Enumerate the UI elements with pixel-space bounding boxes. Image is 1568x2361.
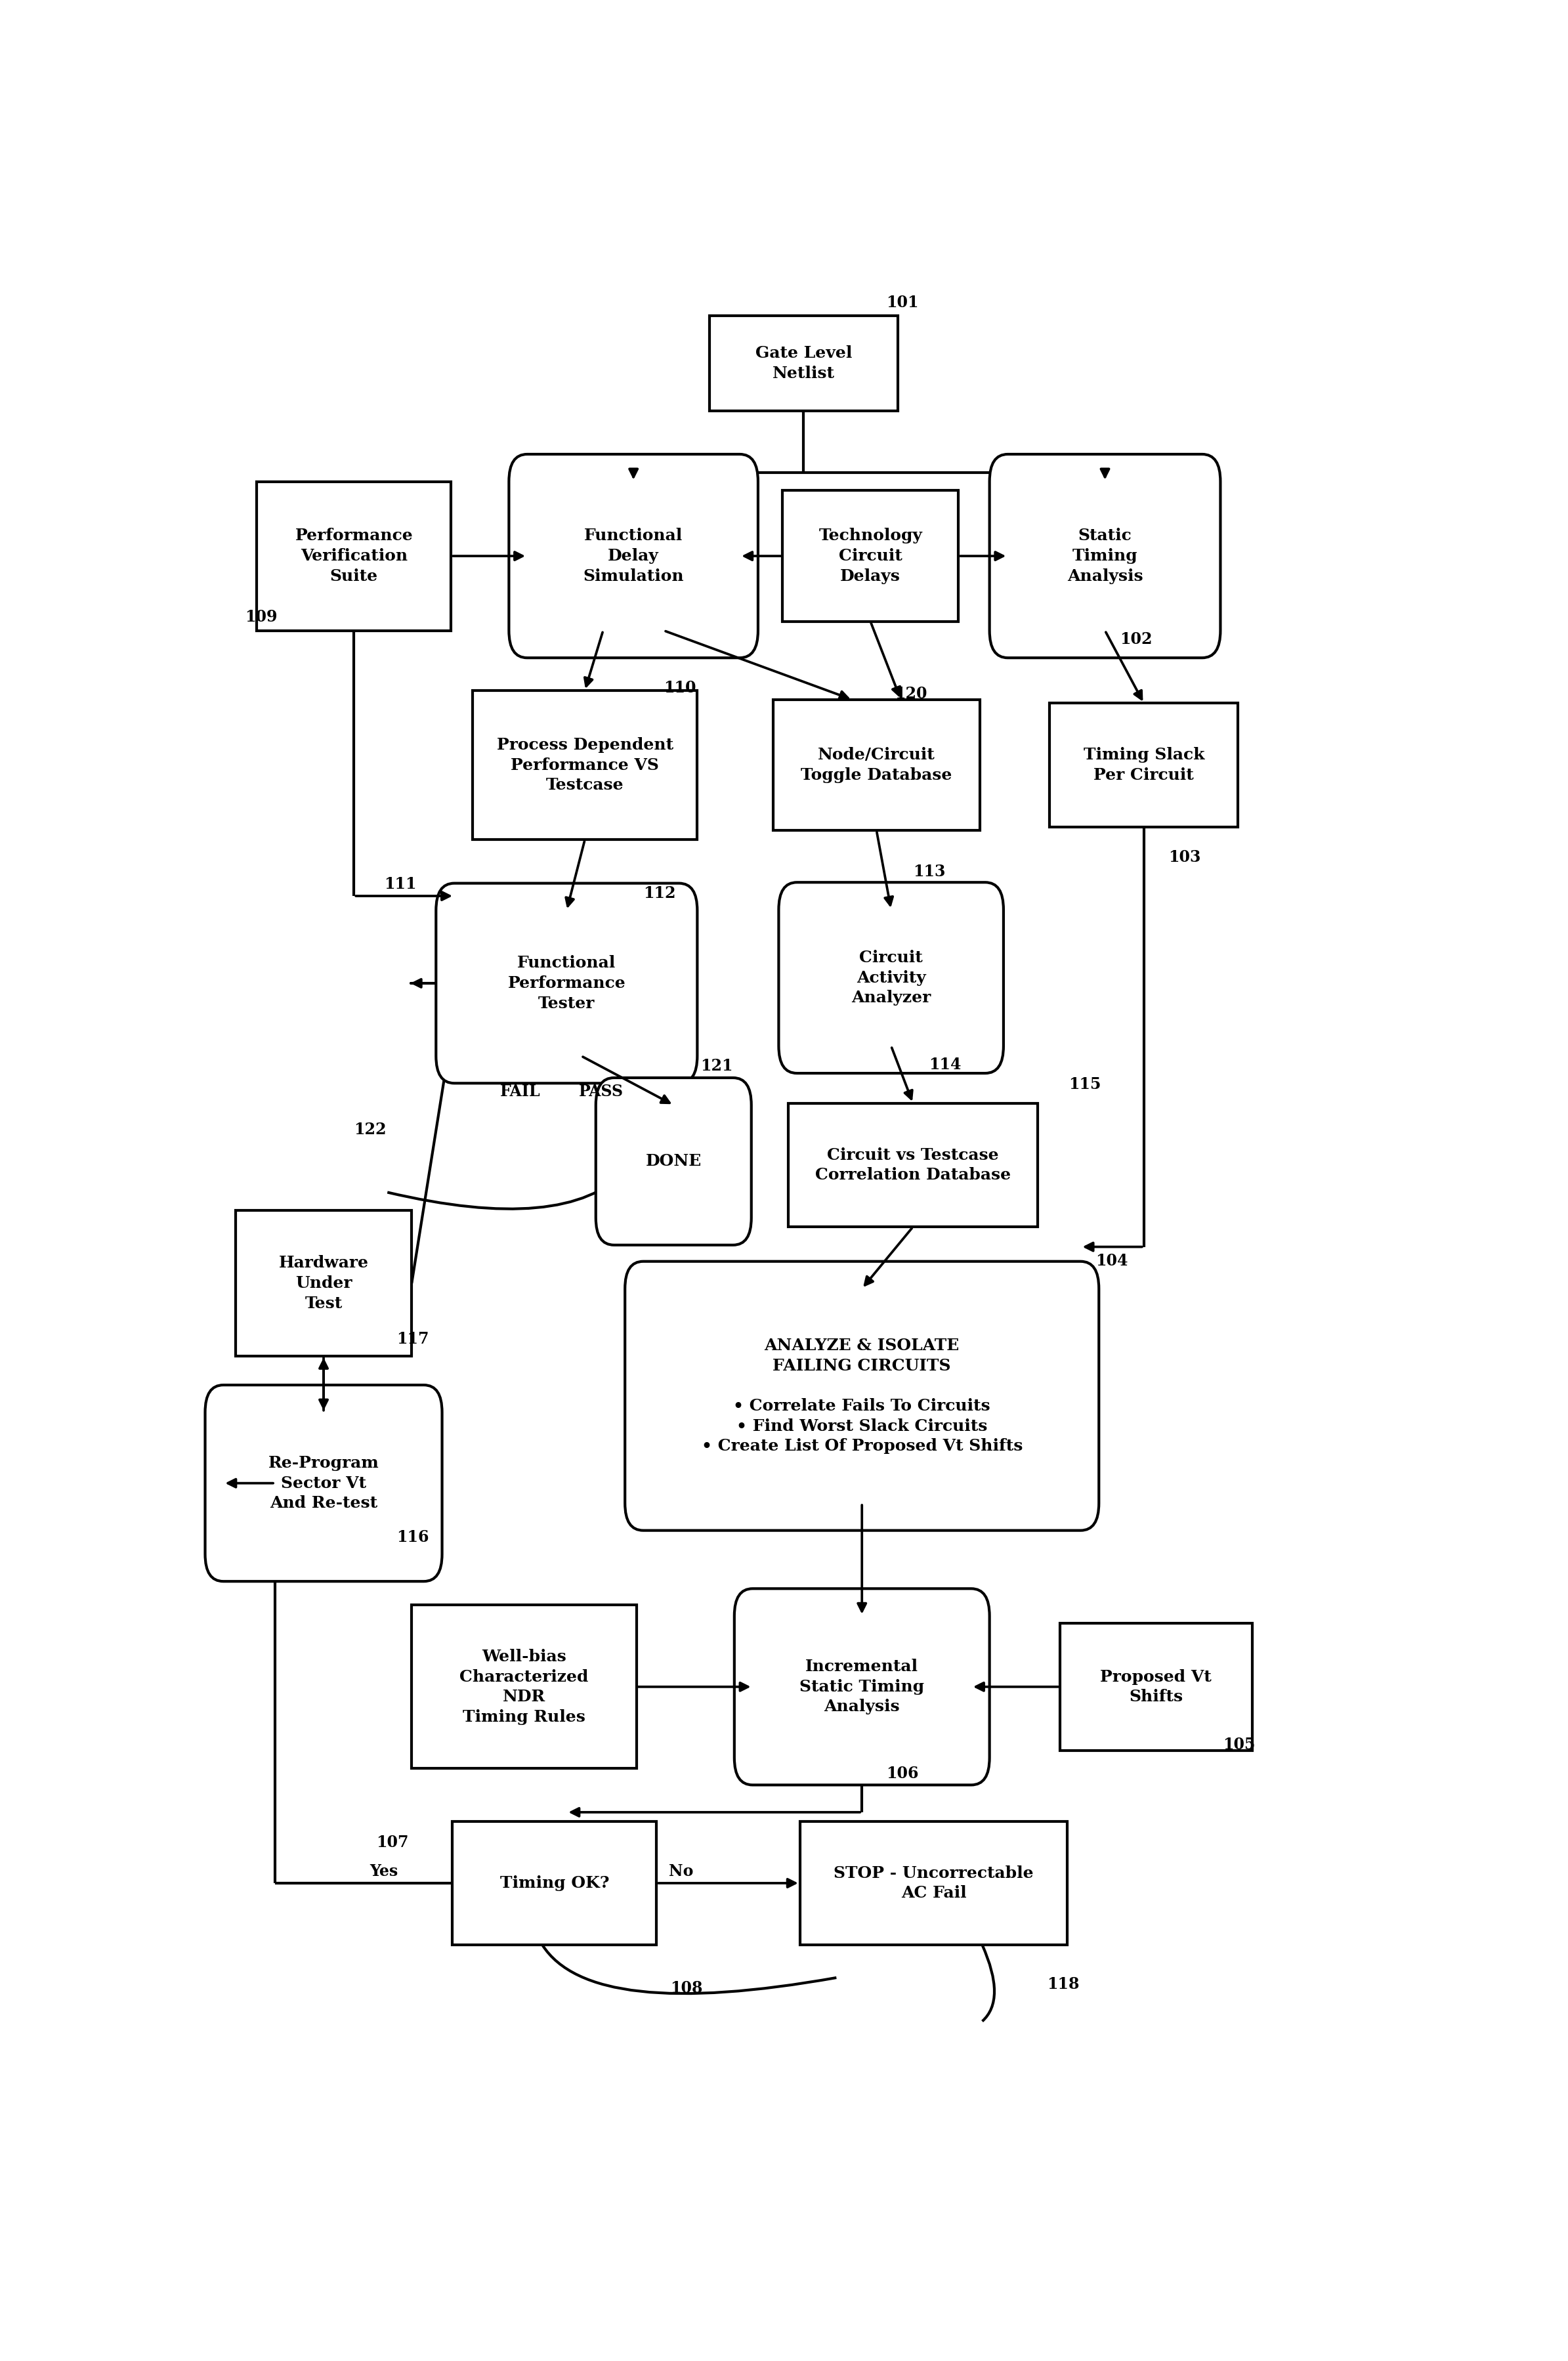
Text: Proposed Vt
Shifts: Proposed Vt Shifts: [1101, 1669, 1212, 1705]
FancyBboxPatch shape: [596, 1077, 751, 1244]
Text: 115: 115: [1068, 1077, 1101, 1093]
FancyBboxPatch shape: [789, 1103, 1038, 1228]
FancyBboxPatch shape: [779, 883, 1004, 1074]
Text: 102: 102: [1120, 630, 1152, 647]
Text: 121: 121: [701, 1058, 732, 1074]
Text: Hardware
Under
Test: Hardware Under Test: [279, 1256, 368, 1310]
Text: 101: 101: [886, 295, 919, 312]
Text: 103: 103: [1168, 850, 1201, 864]
Text: 120: 120: [895, 685, 927, 701]
Text: No: No: [668, 1863, 693, 1879]
FancyBboxPatch shape: [709, 316, 898, 411]
Text: 114: 114: [928, 1058, 961, 1072]
FancyBboxPatch shape: [235, 1211, 412, 1355]
FancyBboxPatch shape: [734, 1589, 989, 1785]
Text: Timing OK?: Timing OK?: [500, 1875, 608, 1891]
FancyBboxPatch shape: [510, 453, 757, 659]
Text: 110: 110: [663, 680, 696, 696]
Text: 108: 108: [670, 1981, 702, 1995]
Text: Functional
Performance
Tester: Functional Performance Tester: [508, 956, 626, 1011]
Text: Process Dependent
Performance VS
Testcase: Process Dependent Performance VS Testcas…: [497, 737, 673, 793]
Text: 111: 111: [384, 876, 417, 892]
Text: Functional
Delay
Simulation: Functional Delay Simulation: [583, 529, 684, 583]
Text: DONE: DONE: [646, 1155, 701, 1169]
FancyBboxPatch shape: [453, 1820, 657, 1945]
FancyBboxPatch shape: [257, 482, 452, 630]
Text: Technology
Circuit
Delays: Technology Circuit Delays: [818, 529, 922, 583]
FancyBboxPatch shape: [436, 883, 698, 1084]
Text: 116: 116: [397, 1530, 430, 1544]
Text: 122: 122: [354, 1121, 386, 1138]
Text: ANALYZE & ISOLATE
FAILING CIRCUITS

• Correlate Fails To Circuits
• Find Worst S: ANALYZE & ISOLATE FAILING CIRCUITS • Cor…: [701, 1339, 1022, 1454]
Text: 117: 117: [397, 1332, 430, 1346]
Text: 104: 104: [1094, 1254, 1127, 1268]
Text: 118: 118: [1046, 1976, 1079, 1993]
FancyBboxPatch shape: [205, 1386, 442, 1582]
Text: STOP - Uncorrectable
AC Fail: STOP - Uncorrectable AC Fail: [834, 1865, 1033, 1901]
FancyBboxPatch shape: [782, 491, 958, 621]
Text: Circuit vs Testcase
Correlation Database: Circuit vs Testcase Correlation Database: [815, 1147, 1011, 1183]
FancyBboxPatch shape: [626, 1261, 1099, 1530]
Text: Well-bias
Characterized
NDR
Timing Rules: Well-bias Characterized NDR Timing Rules: [459, 1648, 588, 1726]
FancyBboxPatch shape: [472, 689, 698, 841]
Text: Static
Timing
Analysis: Static Timing Analysis: [1068, 529, 1143, 583]
Text: Circuit
Activity
Analyzer: Circuit Activity Analyzer: [851, 949, 931, 1006]
FancyBboxPatch shape: [800, 1820, 1068, 1945]
Text: 113: 113: [913, 864, 946, 881]
Text: 109: 109: [245, 609, 278, 626]
Text: 106: 106: [886, 1766, 919, 1780]
FancyBboxPatch shape: [412, 1605, 637, 1768]
Text: 105: 105: [1223, 1735, 1256, 1752]
Text: Timing Slack
Per Circuit: Timing Slack Per Circuit: [1083, 746, 1204, 784]
Text: 112: 112: [643, 885, 676, 902]
Text: 107: 107: [376, 1834, 408, 1851]
Text: Node/Circuit
Toggle Database: Node/Circuit Toggle Database: [801, 746, 952, 784]
Text: Gate Level
Netlist: Gate Level Netlist: [756, 345, 851, 380]
Text: Incremental
Static Timing
Analysis: Incremental Static Timing Analysis: [800, 1660, 924, 1714]
Text: Re-Program
Sector Vt
And Re-test: Re-Program Sector Vt And Re-test: [268, 1454, 379, 1511]
FancyBboxPatch shape: [1049, 704, 1239, 826]
FancyBboxPatch shape: [773, 699, 980, 831]
Text: Performance
Verification
Suite: Performance Verification Suite: [295, 529, 412, 583]
FancyBboxPatch shape: [989, 453, 1220, 659]
Text: FAIL: FAIL: [500, 1084, 541, 1100]
Text: PASS: PASS: [579, 1084, 624, 1100]
Text: Yes: Yes: [370, 1863, 398, 1879]
FancyBboxPatch shape: [1060, 1622, 1251, 1750]
